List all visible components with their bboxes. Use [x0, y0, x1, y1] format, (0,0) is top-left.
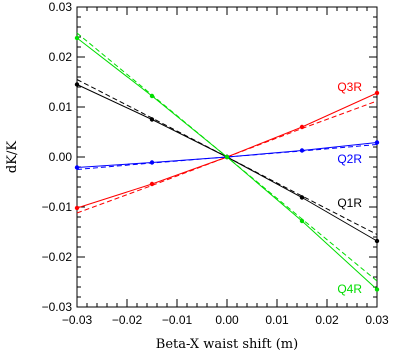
- axis-ticks: [76, 6, 378, 308]
- series-q1r-point: [299, 195, 305, 200]
- series-q4r-point: [374, 287, 380, 292]
- series-q1r-point: [374, 238, 380, 244]
- series-labels: Q3R Q2R Q1R Q4R: [337, 80, 362, 296]
- y-tick-label: 0.01: [49, 100, 73, 114]
- series-q4r-line: [76, 37, 378, 290]
- y-tick-label: 0.00: [49, 150, 73, 164]
- x-axis-title: Beta-X waist shift (m): [156, 337, 298, 352]
- series-q2r-point: [149, 160, 155, 165]
- series-label-q1r: Q1R: [337, 196, 362, 210]
- x-tick-label: 0.02: [315, 313, 339, 327]
- series-group: [74, 32, 380, 292]
- series-q3r-point: [74, 205, 80, 211]
- x-tick-label: 0.03: [365, 313, 389, 327]
- series-label-q3r: Q3R: [337, 80, 362, 94]
- y-tick-label: 0.03: [49, 0, 73, 14]
- y-axis-title: dK/K: [5, 141, 20, 173]
- x-tick-label: 0.01: [265, 313, 289, 327]
- series-q3r-point: [149, 181, 155, 187]
- y-tick-label: −0.03: [42, 300, 73, 314]
- y-tick-label: −0.02: [42, 250, 73, 264]
- series-q4r-point: [224, 154, 230, 160]
- series-q2r-point: [374, 140, 380, 145]
- series-q1r-point: [149, 117, 155, 122]
- series-label-q4r: Q4R: [337, 282, 362, 296]
- series-q3r-point: [299, 124, 305, 130]
- series-q2r-dashed-line: [76, 144, 378, 170]
- series-q4r-point: [299, 218, 305, 224]
- series-q3r-point: [374, 90, 380, 96]
- x-tick-label: −0.02: [112, 313, 143, 327]
- series-q4r-point: [149, 93, 155, 99]
- x-tick-label: −0.03: [62, 313, 93, 327]
- series-q2r-point: [74, 165, 80, 170]
- series-q3r-line: [76, 92, 378, 209]
- y-tick-label: −0.01: [42, 200, 73, 214]
- y-tick-label: 0.02: [49, 50, 73, 64]
- series-q1r-point: [74, 82, 80, 87]
- x-tick-label: −0.01: [162, 313, 193, 327]
- series-label-q2r: Q2R: [337, 152, 362, 166]
- tick-labels: −0.03 −0.02 −0.01 0.00 0.01 0.02 0.03 −0.03 −0.0…: [42, 0, 389, 327]
- series-q4r-point: [74, 35, 80, 41]
- series-q2r-point: [299, 148, 305, 153]
- x-tick-label: 0.00: [215, 313, 239, 327]
- series-q1r-line: [76, 84, 378, 242]
